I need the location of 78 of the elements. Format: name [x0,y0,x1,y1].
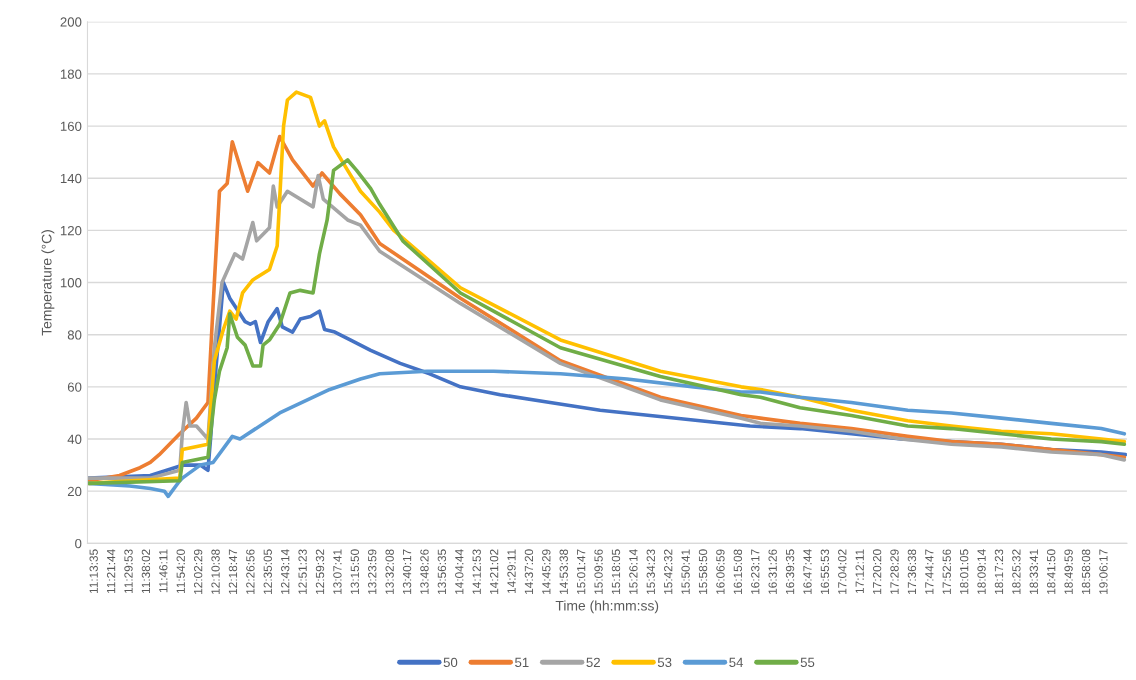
x-tick-label: 15:58:50 [698,549,708,594]
y-tick-label: 0 [75,538,82,549]
x-tick-label: 17:12:11 [855,549,864,594]
x-tick-label: 11:13:35 [89,549,98,594]
x-tick-label: 11:54:20 [176,549,185,594]
x-tick-label: 15:18:05 [611,549,621,594]
x-tick-label: 11:46:11 [159,549,168,593]
x-tick-label: 16:23:17 [751,549,760,594]
x-tick-label: 17:04:02 [838,549,847,594]
x-tick-label: 12:18:47 [228,549,238,594]
legend-label: 50 [443,657,458,668]
x-tick-label: 13:07:41 [333,549,342,594]
y-tick-label: 20 [67,486,82,497]
x-tick-label: 17:52:56 [942,549,951,594]
x-tick-label: 12:10:38 [211,549,220,594]
x-tick-label: 18:58:08 [1081,549,1091,594]
x-tick-label: 16:55:53 [820,549,830,594]
x-tick-label: 17:44:47 [925,549,934,594]
x-tick-label: 14:29:11 [507,549,516,594]
legend-label: 53 [657,657,672,668]
x-tick-label: 15:50:41 [681,549,690,594]
x-tick-label: 16:15:08 [733,549,743,594]
x-tick-label: 13:32:08 [385,549,394,594]
x-tick-label: 14:45:29 [542,549,551,594]
x-tick-label: 16:39:35 [785,549,795,594]
x-tick-label: 16:31:26 [768,549,777,594]
x-tick-label: 18:49:59 [1064,549,1073,594]
y-tick-label: 60 [67,382,82,392]
x-tick-label: 18:09:14 [977,549,986,594]
x-tick-label: 18:25:32 [1012,549,1021,594]
x-axis-title: Time (hh:mm:ss) [555,600,659,614]
y-tick-label: 200 [60,17,82,27]
x-tick-label: 15:26:14 [629,549,638,594]
x-tick-label: 12:35:05 [263,549,272,594]
x-tick-label: 12:59:32 [315,549,325,594]
x-tick-label: 12:51:23 [298,549,307,594]
x-tick-label: 13:56:35 [437,549,447,594]
y-tick-label: 80 [67,330,82,340]
x-tick-label: 11:29:53 [124,549,133,594]
y-tick-label: 100 [60,278,82,288]
x-tick-label: 17:36:38 [907,549,917,594]
y-tick-label: 40 [67,434,82,444]
x-tick-label: 14:21:02 [489,549,499,594]
y-tick-label: 120 [60,225,82,236]
legend-label: 52 [586,657,600,668]
x-tick-label: 15:09:56 [594,549,603,594]
x-tick-label: 15:42:32 [664,549,673,594]
x-tick-label: 19:06:17 [1099,549,1108,594]
x-tick-label: 15:01:47 [576,549,586,594]
y-tick-label: 180 [60,69,82,79]
x-tick-label: 11:21:44 [106,549,116,594]
x-tick-label: 18:01:05 [959,549,969,594]
x-tick-label: 14:04:44 [455,549,464,594]
x-tick-label: 11:38:02 [141,549,151,594]
x-tick-label: 15:34:23 [646,549,655,594]
x-tick-label: 17:28:29 [890,549,899,594]
y-axis-title: Temperature (°C) [41,230,55,336]
x-tick-label: 13:40:17 [402,549,412,594]
x-tick-label: 12:02:29 [193,549,203,594]
x-tick-label: 13:23:59 [368,549,377,594]
x-tick-label: 18:17:23 [994,549,1004,594]
legend-label: 51 [515,657,529,668]
x-tick-label: 14:12:53 [472,549,481,594]
x-tick-label: 13:15:50 [350,549,360,594]
x-tick-label: 18:41:50 [1047,549,1056,594]
x-tick-label: 14:53:38 [559,549,568,594]
x-tick-label: 13:48:26 [420,549,429,594]
x-tick-label: 14:37:20 [524,549,534,594]
x-tick-label: 12:26:56 [246,549,255,594]
x-tick-label: 12:43:14 [281,549,290,594]
legend-label: 54 [729,657,744,668]
legend-label: 55 [800,657,815,668]
x-tick-label: 16:47:44 [803,549,812,594]
x-tick-label: 16:06:59 [716,549,725,594]
y-tick-label: 160 [60,121,82,131]
y-tick-label: 140 [60,173,82,184]
x-tick-label: 18:33:41 [1029,549,1038,594]
x-tick-label: 17:20:20 [872,549,882,594]
